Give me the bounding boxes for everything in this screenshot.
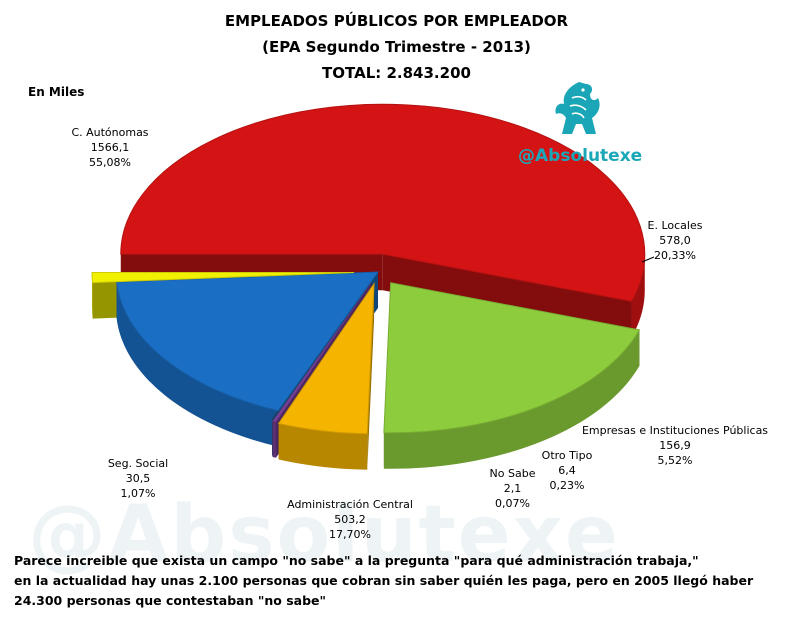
pie-rim-administraci-n-central-0 bbox=[116, 282, 279, 447]
pie-slice-e-locales bbox=[383, 282, 641, 434]
chart-total: TOTAL: 2.843.200 bbox=[322, 64, 471, 82]
footnote-line-3: 24.300 personas que contestaban "no sabe… bbox=[14, 593, 327, 608]
slice-label-administracion-central: Administración Central 503,2 17,70% bbox=[287, 498, 413, 541]
slice-label-e-locales: E. Locales 578,0 20,33% bbox=[647, 219, 703, 262]
pie-slice-administraci-n-central bbox=[116, 271, 380, 412]
chart-title: EMPLEADOS PÚBLICOS POR EMPLEADOR bbox=[224, 12, 569, 30]
unit-label: En Miles bbox=[28, 85, 85, 99]
pie-rim-otro-tipo-0 bbox=[272, 420, 276, 458]
pie-rim-c-aut-nomas-0 bbox=[631, 254, 645, 338]
pie-rim-seg-social-0 bbox=[92, 272, 93, 319]
chart-subtitle: (EPA Segundo Trimestre - 2013) bbox=[262, 38, 531, 56]
griffin-logo-icon bbox=[555, 82, 600, 134]
slice-label-empresas: Empresas e Instituciones Públicas 156,9 … bbox=[581, 424, 769, 467]
footnote-line-1: Parece increible que exista un campo "no… bbox=[14, 553, 699, 568]
pie-rim-e-locales-0 bbox=[383, 329, 640, 469]
pie-slice-empresas-e-instituciones-p-blicas bbox=[277, 282, 375, 435]
slice-label-seg-social: Seg. Social 30,5 1,07% bbox=[107, 457, 169, 500]
leader-line-e-locales bbox=[641, 256, 655, 263]
slice-label-c-autonomas: C. Autónomas 1566,1 55,08% bbox=[71, 126, 149, 169]
slice-label-no-sabe: No Sabe 2,1 0,07% bbox=[489, 467, 536, 510]
brand-handle: @Absolutexe bbox=[518, 146, 643, 166]
footnote-line-2: en la actualidad hay unas 2.100 personas… bbox=[14, 573, 754, 588]
watermark-text: @Absolutexe bbox=[28, 490, 620, 580]
pie-slice-seg-social bbox=[91, 271, 355, 284]
pie-rim-empresas-e-instituciones-p-blicas-0 bbox=[278, 423, 368, 470]
footnote: Parece increible que exista un campo "no… bbox=[14, 551, 753, 611]
slice-label-otro-tipo: Otro Tipo 6,4 0,23% bbox=[541, 449, 593, 492]
pie-slice-c-aut-nomas bbox=[120, 103, 646, 302]
